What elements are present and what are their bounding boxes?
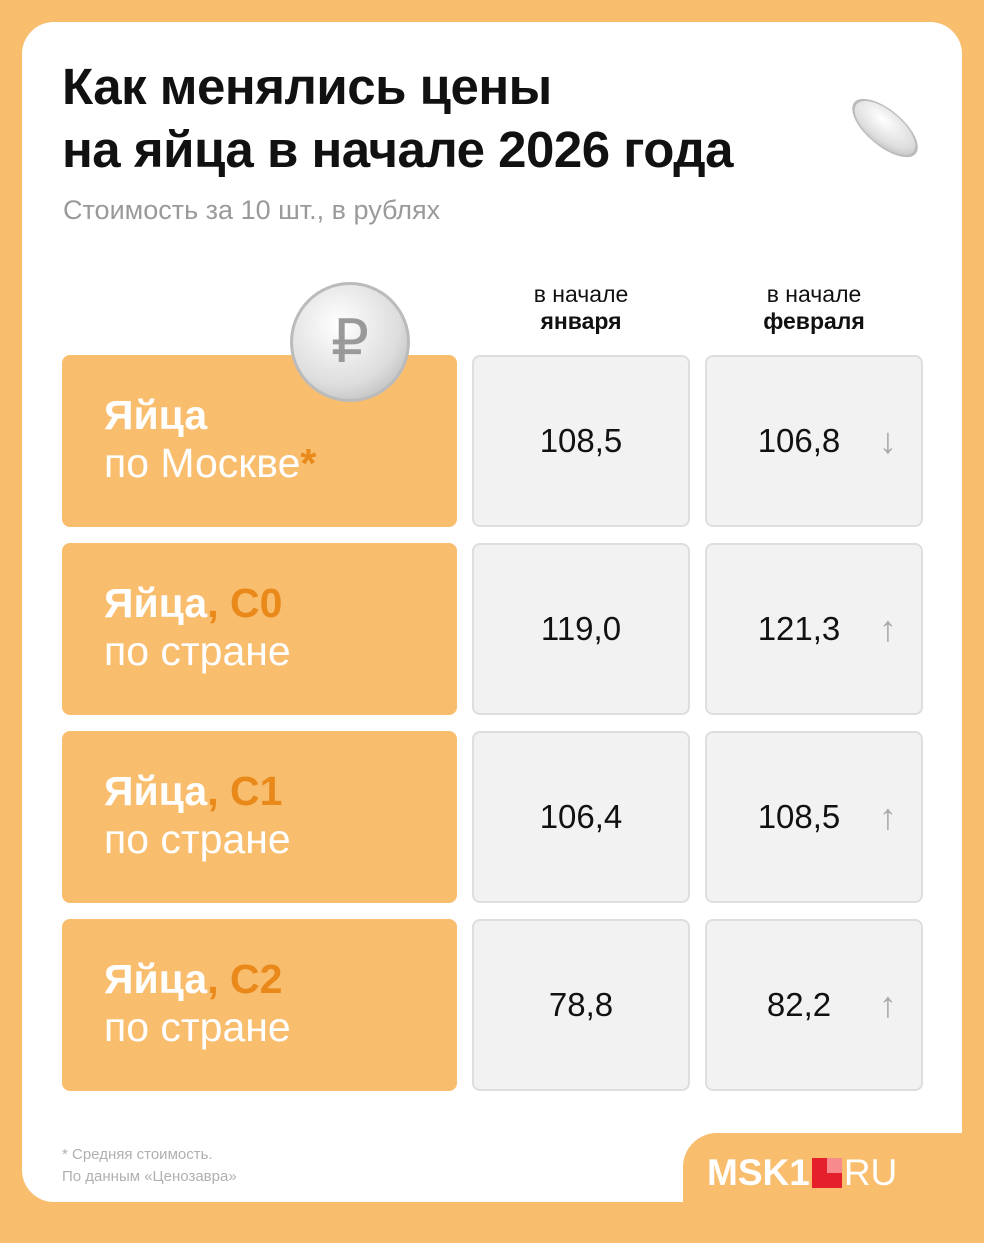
msk1-logo: MSK1 RU: [707, 1152, 898, 1193]
trend-arrow-icon: ↑: [879, 984, 897, 1025]
trend-arrow-icon: ↓: [879, 420, 897, 461]
title-line-2: на яйца в начале 2026 года: [62, 121, 734, 178]
ruble-coin-icon: ₽: [290, 282, 410, 402]
title-line-1: Как менялись цены: [62, 58, 552, 115]
cell-january: 106,4: [472, 731, 690, 903]
row-label: Яйца, С0 по стране: [62, 543, 457, 715]
footnote: * Средняя стоимость. По данным «Ценозавра…: [62, 1144, 237, 1188]
column-header-february: в начале февраля: [763, 281, 865, 334]
row-label: Яйца, С2 по стране: [62, 919, 457, 1091]
trend-arrow-icon: ↑: [879, 608, 897, 649]
cell-january: 78,8: [472, 919, 690, 1091]
column-header-january: в начале января: [533, 281, 629, 334]
row-label: Яйца, С1 по стране: [62, 731, 457, 903]
cell-february: 106,8 ↓: [705, 355, 923, 527]
cell-february: 121,3 ↑: [705, 543, 923, 715]
cell-january: 119,0: [472, 543, 690, 715]
trend-arrow-icon: ↑: [879, 796, 897, 837]
cell-february: 108,5 ↑: [705, 731, 923, 903]
cell-january: 108,5: [472, 355, 690, 527]
source-note: По данным «Ценозавра»: [62, 1168, 237, 1185]
row-label: Яйца по Москве*: [62, 355, 457, 527]
logo-background: [683, 1133, 984, 1243]
subtitle: Стоимость за 10 шт., в рублях: [63, 195, 441, 225]
cell-february: 82,2 ↑: [705, 919, 923, 1091]
page-title: Как менялись цены на яйца в начале 2026 г…: [62, 55, 734, 181]
